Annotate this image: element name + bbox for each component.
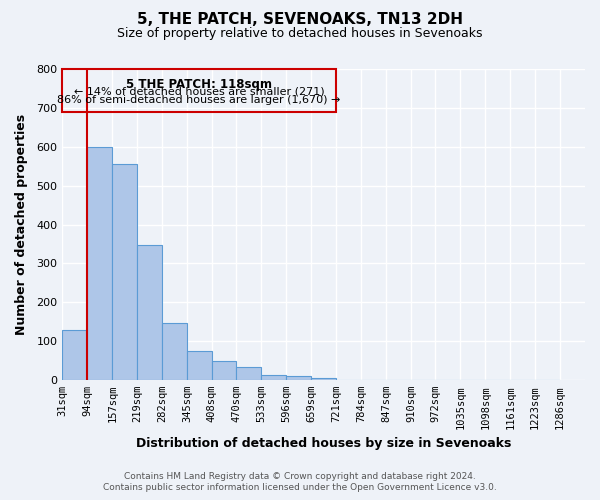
Y-axis label: Number of detached properties: Number of detached properties <box>15 114 28 335</box>
Bar <box>112 164 137 380</box>
Bar <box>88 147 112 380</box>
Bar <box>162 322 187 380</box>
Text: 86% of semi-detached houses are larger (1,670) →: 86% of semi-detached houses are larger (… <box>57 94 341 104</box>
Text: Size of property relative to detached houses in Sevenoaks: Size of property relative to detached ho… <box>117 28 483 40</box>
X-axis label: Distribution of detached houses by size in Sevenoaks: Distribution of detached houses by size … <box>136 437 511 450</box>
Bar <box>262 375 286 380</box>
Bar <box>286 376 311 380</box>
Text: 5 THE PATCH: 118sqm: 5 THE PATCH: 118sqm <box>126 78 272 90</box>
Text: 5, THE PATCH, SEVENOAKS, TN13 2DH: 5, THE PATCH, SEVENOAKS, TN13 2DH <box>137 12 463 28</box>
Bar <box>137 244 162 380</box>
Bar <box>62 330 88 380</box>
Bar <box>187 351 212 380</box>
Bar <box>236 367 262 380</box>
Text: Contains HM Land Registry data © Crown copyright and database right 2024.: Contains HM Land Registry data © Crown c… <box>124 472 476 481</box>
Text: Contains public sector information licensed under the Open Government Licence v3: Contains public sector information licen… <box>103 484 497 492</box>
Text: ← 14% of detached houses are smaller (271): ← 14% of detached houses are smaller (27… <box>74 86 324 96</box>
Bar <box>311 378 336 380</box>
Bar <box>212 360 236 380</box>
